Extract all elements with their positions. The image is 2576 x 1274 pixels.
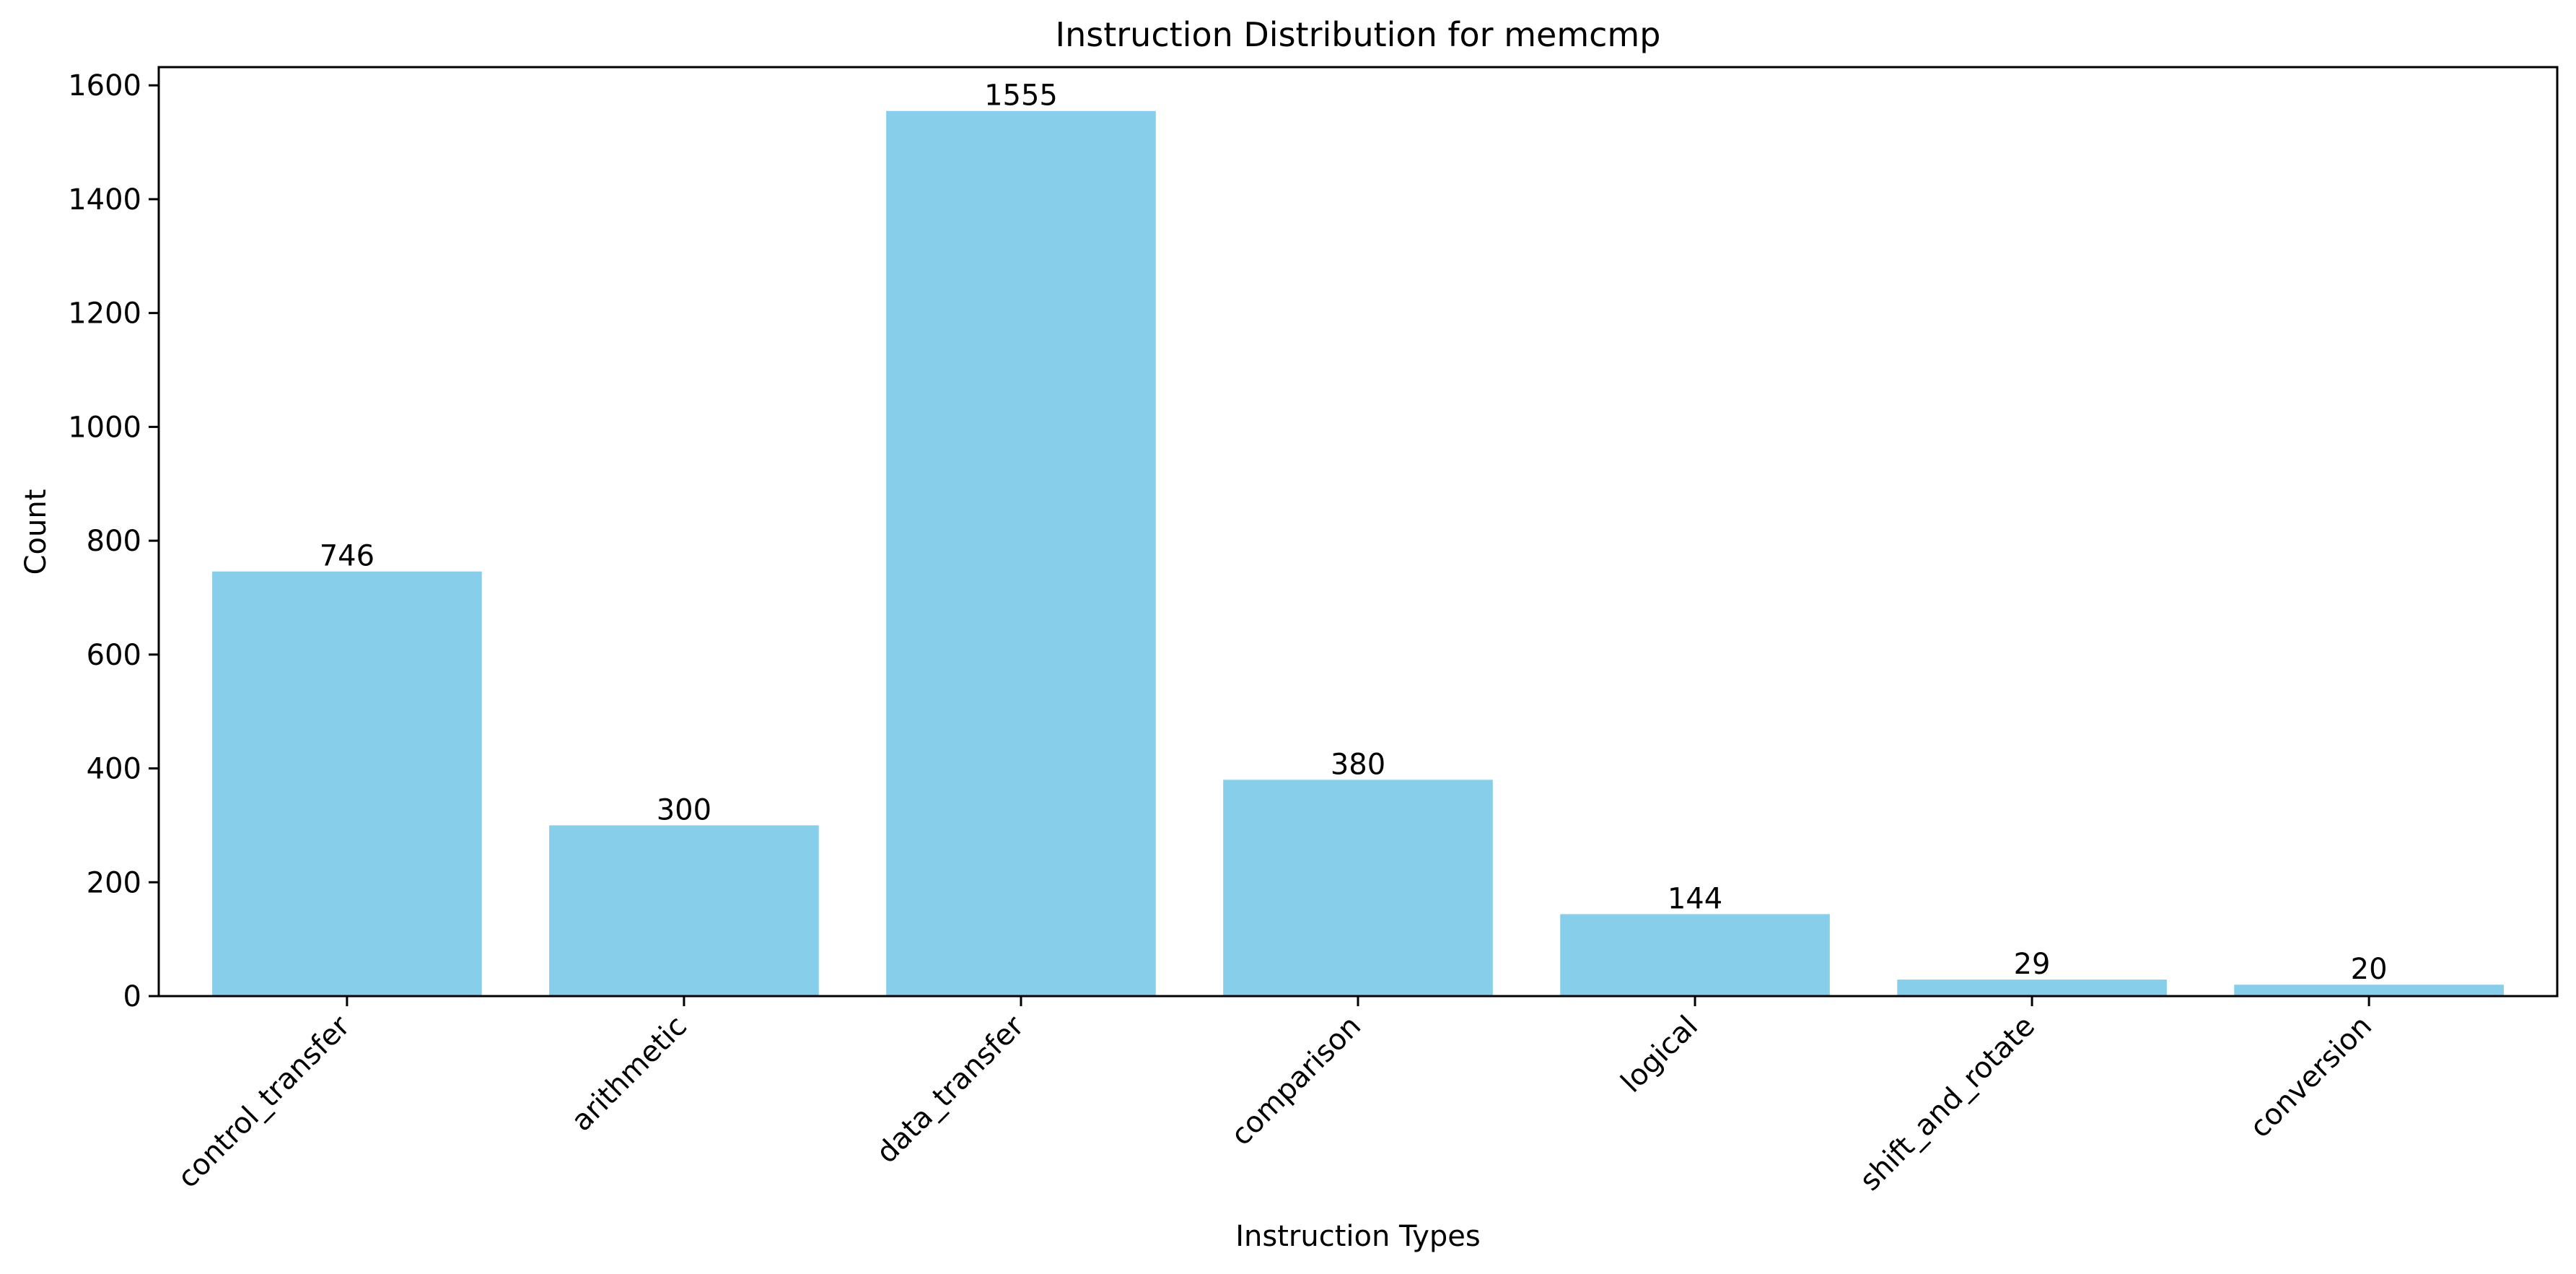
- y-tick-label: 1000: [68, 411, 141, 444]
- y-tick-label: 1400: [68, 183, 141, 217]
- data-label-logical: 144: [1668, 882, 1722, 915]
- y-tick-label: 400: [87, 753, 141, 786]
- bar-arithmetic: [549, 825, 819, 996]
- y-tick-label: 600: [87, 639, 141, 672]
- x-tick-label-conversion: conversion: [2243, 1010, 2378, 1145]
- x-tick-label-arithmetic: arithmetic: [565, 1010, 693, 1138]
- data-label-data-transfer: 1555: [984, 79, 1058, 113]
- y-axis: 0 200 400 600 800 1000 1200 1400 1600: [68, 69, 159, 1013]
- data-label-conversion: 20: [2351, 953, 2388, 986]
- y-tick-label: 800: [87, 525, 141, 558]
- bar-logical: [1560, 914, 1830, 996]
- x-tick-label-control-transfer: control_transfer: [172, 1009, 357, 1195]
- data-label-control-transfer: 746: [320, 540, 374, 573]
- x-axis-label: Instruction Types: [1235, 1220, 1481, 1253]
- y-tick-label: 1200: [68, 297, 141, 331]
- y-axis-label: Count: [19, 489, 53, 575]
- bar-data-transfer: [886, 110, 1156, 997]
- y-tick-label: 1600: [68, 69, 141, 102]
- x-tick-label-shift-and-rotate: shift_and_rotate: [1854, 1010, 2041, 1197]
- chart-title: Instruction Distribution for memcmp: [1056, 15, 1661, 54]
- bars: [212, 110, 2504, 997]
- bar-conversion: [2234, 985, 2504, 996]
- x-tick-label-data-transfer: data_transfer: [870, 1009, 1030, 1169]
- data-labels: 746 300 1555 380 144 29 20: [320, 79, 2388, 987]
- x-axis: control_transfer arithmetic data_transfer c…: [172, 996, 2378, 1197]
- data-label-comparison: 380: [1331, 748, 1385, 781]
- bar-shift-and-rotate: [1897, 980, 2167, 996]
- bar-comparison: [1223, 780, 1493, 996]
- data-label-arithmetic: 300: [657, 793, 711, 826]
- x-tick-label-logical: logical: [1615, 1010, 1704, 1099]
- x-tick-label-comparison: comparison: [1225, 1010, 1367, 1153]
- plot-frame: [157, 66, 2559, 998]
- y-tick-label: 0: [123, 980, 141, 1013]
- bar-control-transfer: [212, 571, 482, 996]
- y-tick-label: 200: [87, 866, 141, 899]
- data-label-shift-and-rotate: 29: [2014, 948, 2051, 981]
